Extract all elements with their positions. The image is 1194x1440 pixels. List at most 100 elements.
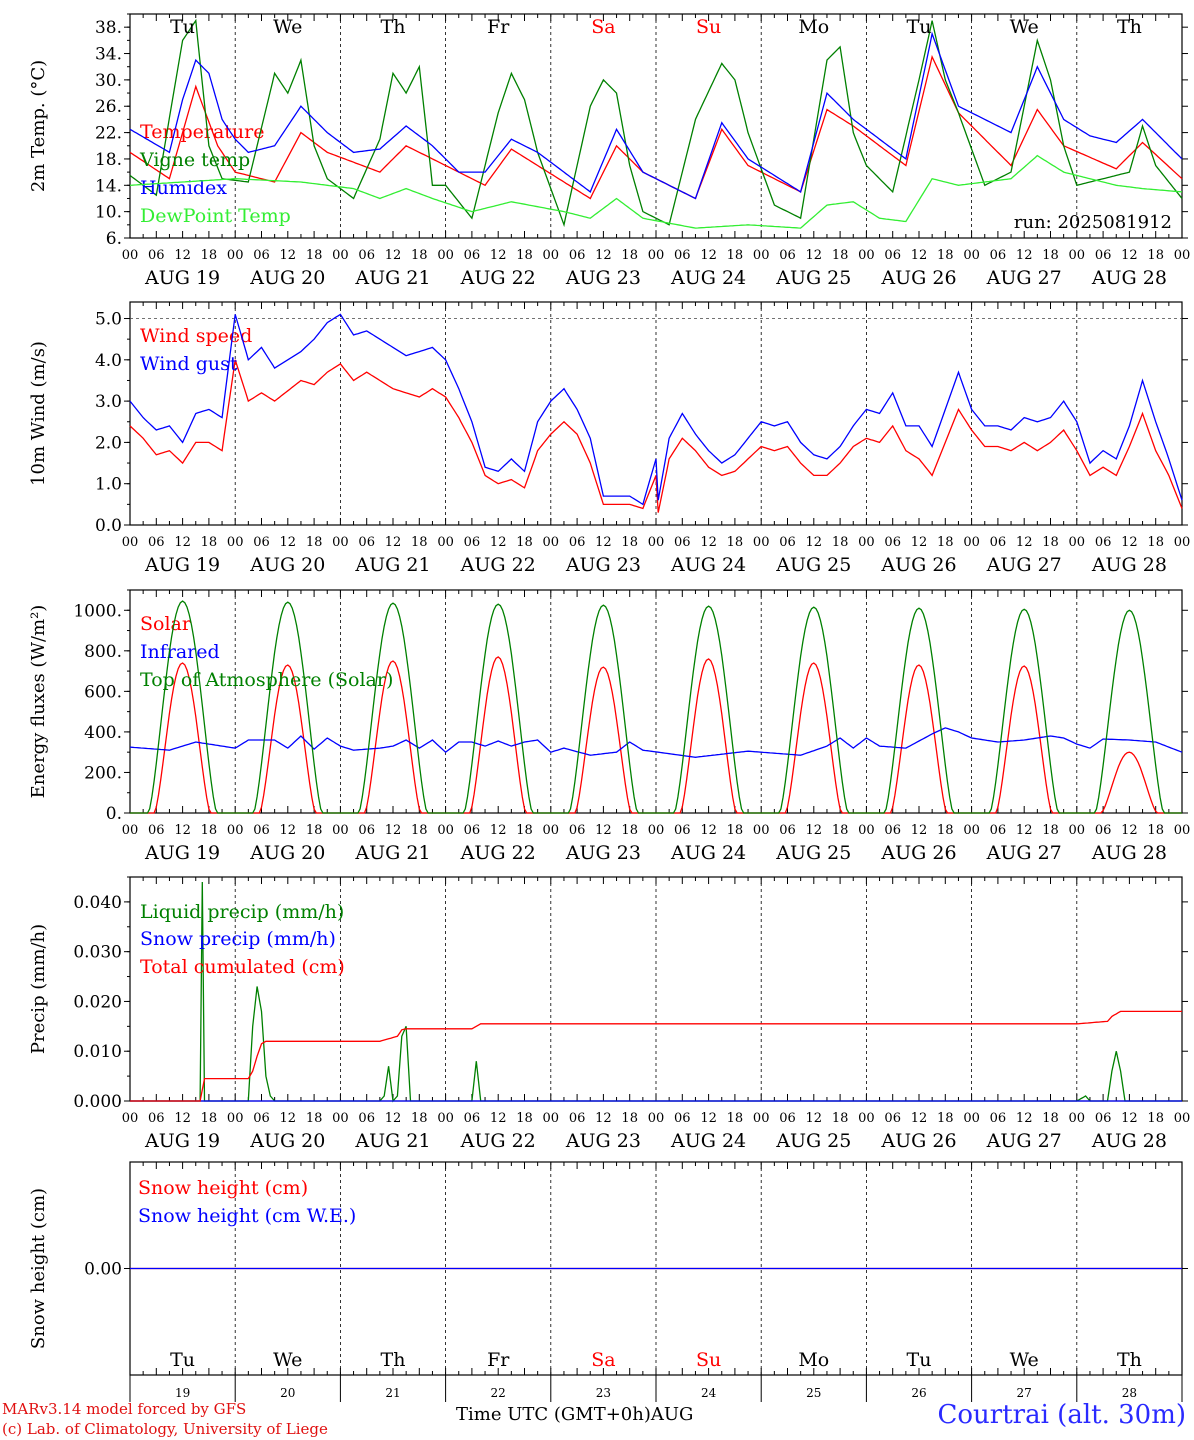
weekday-label: Sa — [591, 16, 615, 38]
y-tick-label: 0.020 — [73, 992, 122, 1012]
hour-tick-label: 00 — [858, 823, 875, 838]
credit-line-1: MARv3.14 model forced by GFS — [2, 1400, 247, 1418]
chart-panel-1: 38. 34. 30. 26. 22. 18. 14. 10. 6. 2m Temp. (°C) T… — [28, 13, 1191, 289]
hour-tick-label: 00 — [332, 823, 349, 838]
hour-tick-label: 18 — [832, 248, 849, 263]
hour-tick-label: 00 — [1069, 823, 1086, 838]
hour-tick-label: 00 — [1174, 1111, 1191, 1126]
day-number-label: 20 — [280, 1386, 295, 1400]
date-label: AUG 22 — [460, 267, 536, 289]
day-number-label: 19 — [175, 1386, 190, 1400]
hour-tick-label: 06 — [464, 248, 481, 263]
legend-entry: DewPoint Temp — [140, 205, 291, 227]
date-label: AUG 24 — [670, 1130, 746, 1152]
y-tick-label: 200. — [84, 763, 122, 783]
hour-tick-label: 00 — [963, 1111, 980, 1126]
hour-tick-label: 06 — [674, 1111, 691, 1126]
weekday-label: Th — [1117, 16, 1142, 38]
hour-tick-label: 06 — [674, 823, 691, 838]
hour-tick-label: 18 — [621, 1111, 638, 1126]
hour-tick-label: 18 — [937, 823, 954, 838]
hour-tick-label: 18 — [727, 1111, 744, 1126]
hour-tick-label: 12 — [700, 823, 717, 838]
date-label: AUG 19 — [144, 267, 220, 289]
weekday-label: Th — [381, 16, 406, 38]
weekday-label: Mo — [798, 1349, 829, 1371]
hour-tick-label: 18 — [411, 1111, 428, 1126]
y-tick-label: 5.0 — [95, 310, 122, 330]
hour-tick-label: 06 — [1095, 823, 1112, 838]
series-line-top-of-atmosphere-solar- — [130, 600, 1182, 814]
hour-tick-label: 12 — [806, 248, 823, 263]
hour-tick-label: 18 — [832, 1111, 849, 1126]
weekday-label: Su — [696, 16, 721, 38]
hour-tick-label: 12 — [700, 535, 717, 550]
hour-tick-label: 18 — [832, 535, 849, 550]
date-label: AUG 24 — [670, 554, 746, 576]
hour-tick-label: 06 — [358, 535, 375, 550]
date-label: AUG 20 — [249, 267, 325, 289]
hour-tick-label: 12 — [174, 1111, 191, 1126]
y-axis-label: Precip (mm/h) — [28, 924, 49, 1054]
weekday-label: Tu — [170, 16, 195, 38]
hour-tick-label: 12 — [595, 1111, 612, 1126]
date-label: AUG 24 — [670, 267, 746, 289]
hour-tick-label: 06 — [779, 535, 796, 550]
hour-tick-label: 00 — [648, 823, 665, 838]
date-label: AUG 20 — [249, 1130, 325, 1152]
date-label: AUG 27 — [986, 554, 1062, 576]
y-tick-label: 38. — [95, 18, 122, 38]
hour-tick-label: 00 — [1174, 823, 1191, 838]
hour-tick-label: 12 — [806, 1111, 823, 1126]
hour-tick-label: 18 — [516, 823, 533, 838]
date-label: AUG 27 — [986, 267, 1062, 289]
date-label: AUG 22 — [460, 554, 536, 576]
hour-tick-label: 18 — [1147, 535, 1164, 550]
hour-tick-label: 00 — [1174, 248, 1191, 263]
hour-tick-label: 06 — [990, 248, 1007, 263]
hour-tick-label: 12 — [595, 535, 612, 550]
series-line-humidex — [129, 31, 1183, 200]
date-label: AUG 19 — [144, 842, 220, 864]
series-line-vigne-temp — [129, 18, 1183, 228]
hour-tick-label: 06 — [148, 535, 165, 550]
hour-tick-label: 00 — [332, 248, 349, 263]
hour-tick-label: 12 — [280, 1111, 297, 1126]
y-tick-label: 600. — [84, 682, 122, 702]
hour-tick-label: 00 — [1174, 535, 1191, 550]
panel-frame — [129, 301, 1183, 526]
hour-tick-label: 18 — [1147, 248, 1164, 263]
hour-tick-label: 18 — [516, 1111, 533, 1126]
hour-tick-label: 12 — [174, 248, 191, 263]
hour-tick-label: 00 — [122, 1111, 139, 1126]
date-label: AUG 27 — [986, 842, 1062, 864]
hour-tick-label: 06 — [148, 823, 165, 838]
hour-tick-label: 18 — [727, 248, 744, 263]
date-label: AUG 25 — [775, 842, 851, 864]
weekday-label: We — [1010, 1349, 1039, 1371]
hour-tick-label: 12 — [911, 248, 928, 263]
hour-tick-label: 18 — [411, 535, 428, 550]
hour-tick-label: 18 — [201, 535, 218, 550]
hour-tick-label: 06 — [1095, 535, 1112, 550]
series-line-total-cumulated-cm- — [130, 1010, 1182, 1102]
hour-tick-label: 12 — [700, 1111, 717, 1126]
hour-tick-label: 00 — [437, 248, 454, 263]
hour-tick-label: 12 — [1121, 535, 1138, 550]
hour-tick-label: 18 — [1147, 823, 1164, 838]
hour-tick-label: 18 — [1042, 823, 1059, 838]
hour-tick-label: 00 — [543, 248, 560, 263]
date-label: AUG 26 — [880, 554, 956, 576]
hour-tick-label: 00 — [543, 535, 560, 550]
hour-tick-label: 00 — [1069, 248, 1086, 263]
run-annotation: run: 2025081912 — [1014, 212, 1172, 233]
y-axis-label: Snow height (cm) — [28, 1188, 49, 1349]
weekday-label: Fr — [487, 1349, 510, 1371]
day-number-label: 22 — [491, 1386, 506, 1400]
y-tick-label: 18. — [95, 150, 122, 170]
hour-tick-label: 00 — [1069, 535, 1086, 550]
hour-tick-label: 12 — [174, 823, 191, 838]
day-number-label: 24 — [701, 1386, 717, 1400]
hour-tick-label: 12 — [1016, 823, 1033, 838]
